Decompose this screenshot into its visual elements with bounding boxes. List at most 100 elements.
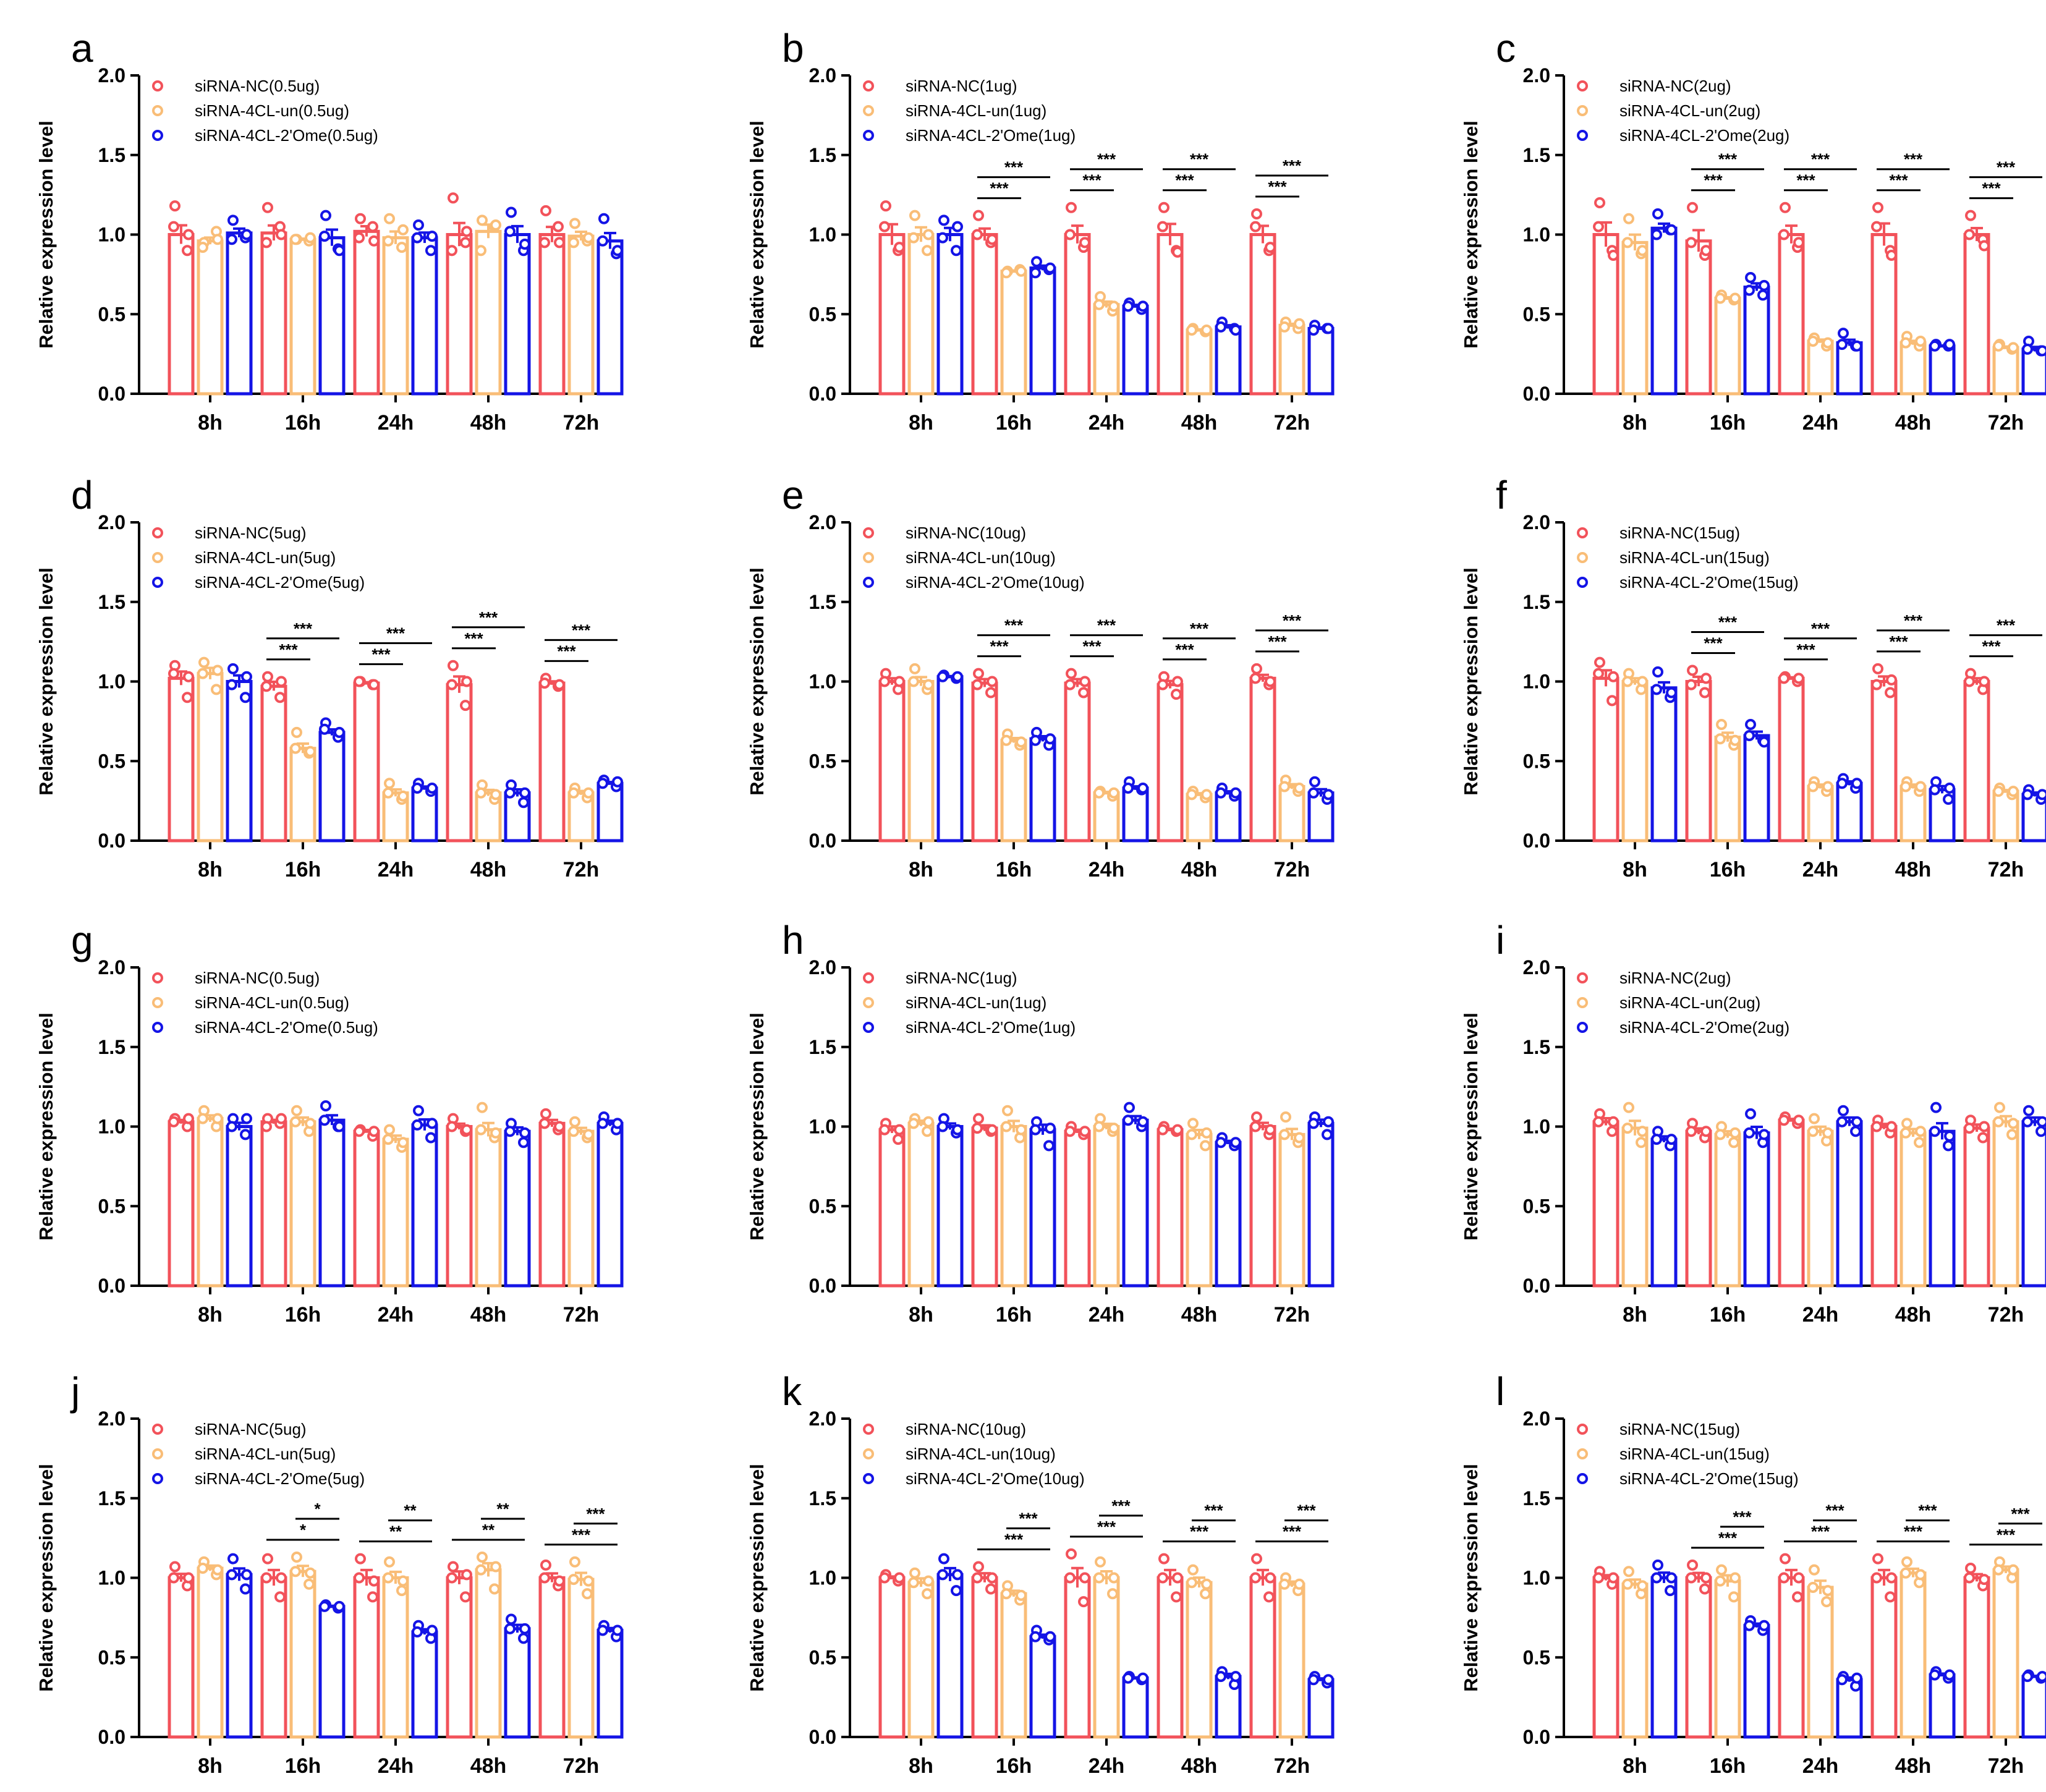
bar	[289, 237, 316, 396]
data-point	[597, 1118, 608, 1129]
data-point	[397, 1137, 409, 1149]
data-point	[1744, 284, 1755, 296]
data-point	[1745, 272, 1756, 284]
bar	[878, 233, 906, 396]
data-point	[1045, 1123, 1056, 1134]
data-point	[1651, 1134, 1662, 1145]
panel-letter: e	[782, 473, 804, 517]
legend-label: siRNA-4CL-2'Ome(2ug)	[1619, 126, 1789, 145]
data-point	[1622, 1578, 1633, 1590]
y-tick-label: 0.0	[98, 830, 125, 852]
legend-label: siRNA-4CL-un(5ug)	[195, 548, 336, 567]
data-point	[412, 1119, 423, 1131]
x-tick-label: 8h	[198, 1303, 223, 1327]
bar	[936, 233, 964, 396]
data-point	[1821, 1596, 1832, 1608]
x-tick-label: 16h	[996, 858, 1032, 881]
data-point	[1251, 663, 1262, 674]
panel-letter: h	[782, 918, 804, 962]
bar	[1093, 1125, 1120, 1288]
x-tick-label: 24h	[378, 411, 414, 435]
bar	[260, 684, 287, 843]
data-point	[241, 1113, 252, 1124]
x-tick-label: 16h	[996, 411, 1032, 435]
data-point	[1715, 733, 1726, 745]
x-tick-label: 24h	[1802, 858, 1839, 881]
legend-marker	[863, 972, 874, 983]
data-point	[1809, 1564, 1820, 1576]
data-point	[477, 214, 488, 226]
bar	[1929, 1129, 1956, 1288]
bar	[1963, 680, 1990, 843]
significance-label: ***	[1004, 158, 1024, 177]
data-point	[1886, 674, 1897, 686]
data-point	[1279, 321, 1290, 333]
data-point	[506, 206, 517, 218]
data-point	[938, 214, 949, 226]
x-tick-label: 24h	[1802, 1303, 1839, 1327]
significance-label: ***	[1190, 150, 1209, 169]
bar	[936, 1125, 964, 1288]
bar	[1000, 739, 1027, 843]
data-point	[2008, 1118, 2019, 1129]
data-point	[987, 234, 998, 245]
y-tick-label: 1.5	[1523, 144, 1550, 166]
legend-marker	[863, 577, 874, 588]
bar	[2021, 1120, 2046, 1288]
bar	[1778, 676, 1805, 843]
legend-label: siRNA-4CL-un(5ug)	[195, 1445, 336, 1463]
data-point	[1279, 1129, 1290, 1140]
data-point	[1778, 673, 1789, 684]
significance-label: ***	[1718, 1529, 1738, 1547]
data-point	[1079, 1572, 1090, 1584]
data-point	[1294, 783, 1305, 794]
significance-label: ***	[2011, 1505, 2030, 1523]
data-point	[1251, 1553, 1262, 1565]
bar	[1650, 1576, 1678, 1739]
significance-label: ***	[279, 640, 298, 659]
bar	[1685, 1129, 1712, 1288]
bar	[1992, 1568, 2019, 1739]
data-point	[1186, 325, 1197, 336]
bar	[411, 236, 438, 396]
data-point	[290, 1566, 301, 1578]
bar	[971, 1576, 998, 1739]
legend-marker	[152, 130, 163, 141]
bar	[1249, 233, 1276, 396]
bar	[1929, 344, 1956, 396]
data-point	[1838, 1105, 1849, 1116]
significance-label: ***	[1704, 634, 1723, 652]
data-point	[1807, 1126, 1819, 1137]
data-point	[554, 1575, 565, 1587]
legend-marker	[152, 1448, 163, 1459]
data-point	[1636, 1137, 1647, 1149]
data-point	[1759, 279, 1770, 291]
data-point	[1607, 695, 1618, 707]
significance-label: *	[314, 1500, 321, 1518]
data-point	[1093, 787, 1105, 799]
significance-label: ***	[1811, 1522, 1830, 1541]
significance-label: ***	[1297, 1501, 1316, 1520]
data-point	[1172, 1572, 1183, 1584]
bar	[1064, 681, 1091, 843]
bar	[1714, 297, 1741, 396]
bar	[1778, 233, 1805, 396]
significance-label: ***	[1982, 637, 2001, 656]
data-point	[1666, 224, 1677, 236]
significance-label: ***	[572, 1526, 591, 1544]
y-axis-title: Relative expression level	[1460, 1013, 1482, 1241]
data-point	[1715, 292, 1726, 304]
data-point	[1323, 1116, 1334, 1127]
data-point	[368, 235, 380, 247]
data-point	[367, 221, 378, 232]
bar	[168, 1120, 195, 1288]
bar	[504, 233, 531, 396]
significance-label: ***	[1111, 1497, 1131, 1515]
x-tick-label: 24h	[378, 858, 414, 881]
data-point	[183, 1572, 194, 1584]
data-point	[383, 787, 394, 799]
data-point	[539, 677, 550, 689]
data-point	[1157, 679, 1168, 690]
data-point	[413, 219, 424, 231]
data-point	[319, 1600, 330, 1612]
